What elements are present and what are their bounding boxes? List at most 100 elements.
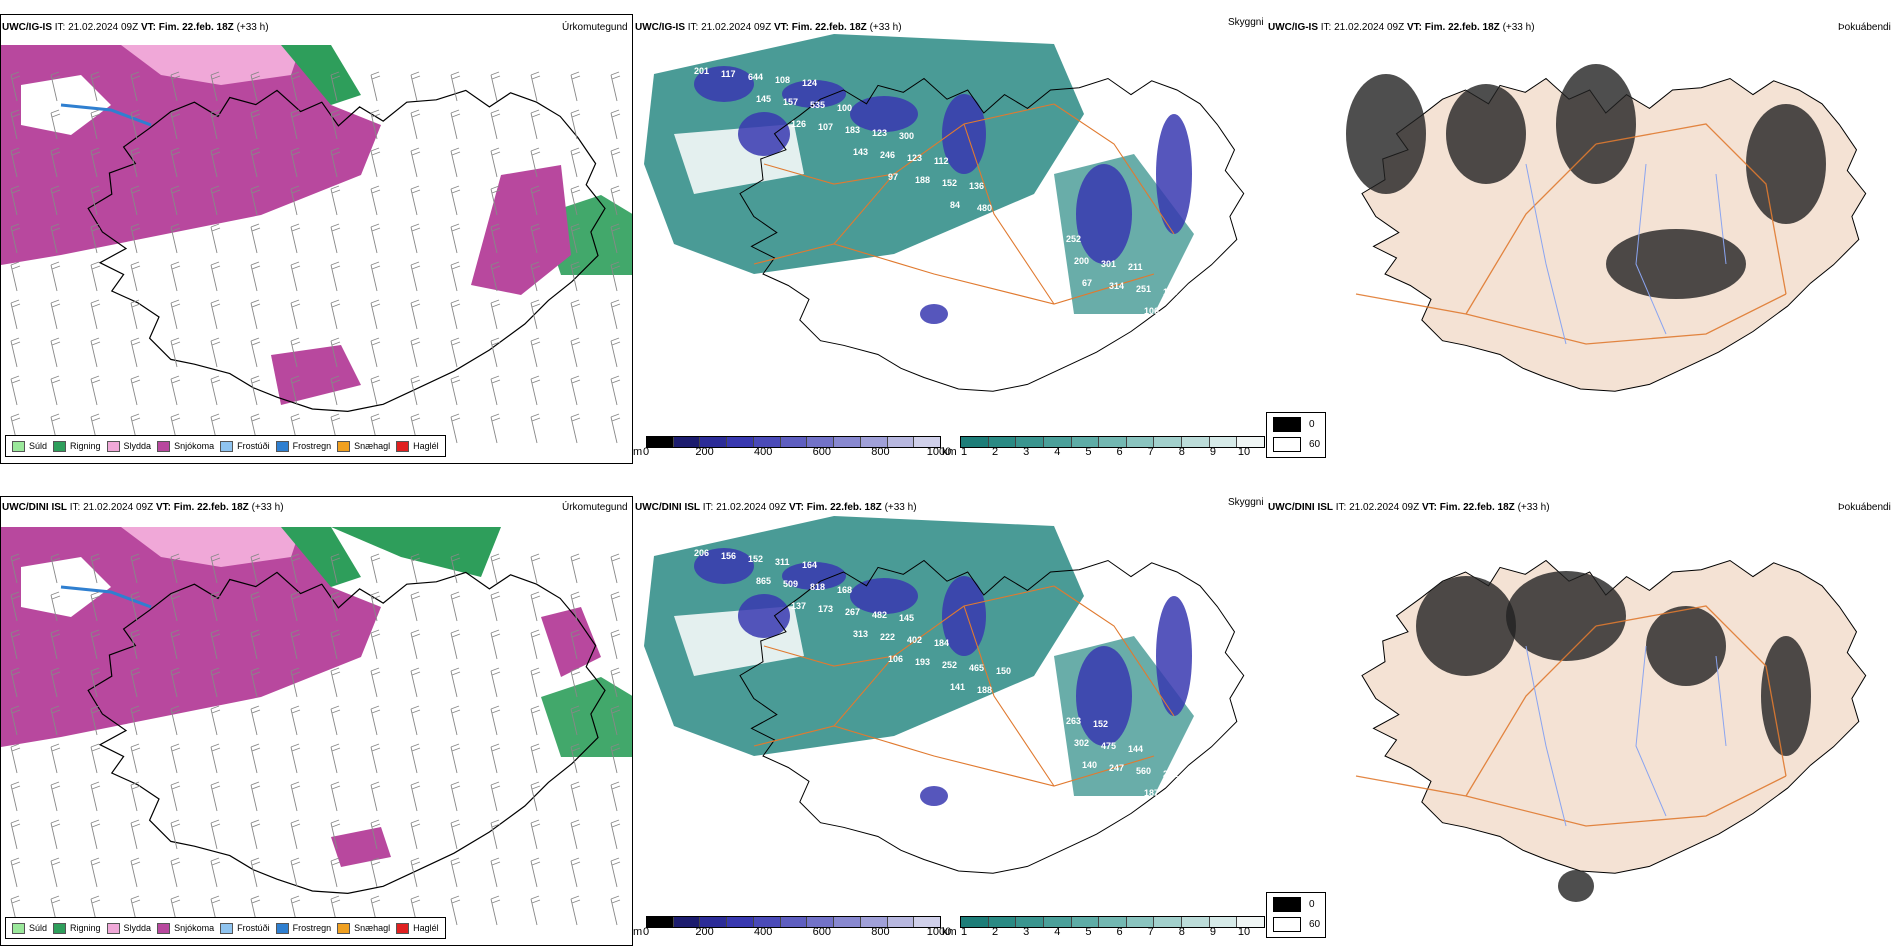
cloud-base-label: 157 (783, 97, 798, 107)
wind-barb (530, 629, 541, 660)
cloud-base-label: 211 (1128, 262, 1143, 272)
wind-barb (250, 299, 261, 330)
cloud-base-label: 314 (1109, 281, 1124, 291)
wind-barb (410, 185, 421, 216)
cloud-base-blob (782, 562, 846, 590)
wind-barb (10, 857, 21, 888)
wind-barb (570, 375, 581, 406)
wind-barb (530, 553, 541, 584)
wind-barb (370, 705, 381, 736)
wind-barb (210, 147, 221, 178)
cloud-base-blob (694, 66, 754, 102)
wind-barb (130, 147, 141, 178)
title-cloud-top: Skyggni (1228, 17, 1264, 28)
wind-barb (450, 781, 461, 812)
wind-barb (490, 71, 501, 102)
wind-barb (610, 743, 621, 774)
wind-barb (570, 743, 581, 774)
wind-barb (90, 819, 101, 850)
cloud-base-blob (782, 80, 846, 108)
wind-barb (90, 299, 101, 330)
legend-label: Frostúði (237, 441, 270, 451)
fog-blob (1761, 636, 1811, 756)
wind-barb (530, 109, 541, 140)
colorbar-step (988, 437, 1017, 447)
cloud-map-bottom: 206 137 106 75 140 104 865 313 141 355 187 156 173 19… (644, 516, 1245, 874)
cloud-base-label: 124 (802, 78, 817, 88)
cloud-panel-top: 201 126 97 318 67 313 145 143 84 36 106 117 107 188 12… (634, 14, 1266, 464)
colorbar-step (1182, 917, 1210, 927)
colorbar-tick-label: 3 (1023, 926, 1030, 938)
cloud-base-label: 126 (791, 119, 806, 129)
fog-map-bottom (1355, 559, 1867, 902)
wind-barb (290, 337, 301, 368)
colorbar-step (807, 917, 835, 927)
wind-barb (450, 629, 461, 660)
cloud-base-label: 168 (837, 585, 852, 595)
colorbar-tick-label: 9 (1209, 446, 1216, 458)
wind-barb (10, 71, 21, 102)
wind-barb (50, 337, 61, 368)
colorbar-step (647, 437, 674, 447)
cloud-base-label: 87 (1031, 209, 1041, 219)
wind-barb (530, 223, 541, 254)
cloud-base-label: 145 (756, 94, 771, 104)
wind-barb (610, 337, 621, 368)
wind-barb (450, 895, 461, 926)
cloud-base-label: 252 (1066, 234, 1081, 244)
wind-barb (170, 375, 181, 406)
wind-barb (170, 743, 181, 774)
wind-barb (330, 819, 341, 850)
wind-barb (530, 819, 541, 850)
wind-barb (50, 147, 61, 178)
cloud-base-label: 156 (721, 551, 736, 561)
wind-barb (370, 553, 381, 584)
wind-barb (290, 743, 301, 774)
wind-barb (170, 857, 181, 888)
fog-legend-swatch (1273, 437, 1301, 452)
wind-barb (250, 705, 261, 736)
wind-barb (170, 667, 181, 698)
wind-barb (410, 337, 421, 368)
wind-barb (490, 667, 501, 698)
wind-barb (450, 147, 461, 178)
wind-barb (570, 705, 581, 736)
title-cloud-bottom: Skyggni (1228, 497, 1264, 508)
legend-label: Snjókoma (174, 923, 215, 933)
wind-barb (130, 553, 141, 584)
wind-barb (570, 591, 581, 622)
wind-barb (370, 147, 381, 178)
wind-barb (490, 591, 501, 622)
wind-barb (250, 553, 261, 584)
wind-barb (290, 705, 301, 736)
wind-barb (610, 299, 621, 330)
cloud-base-label: 123 (907, 153, 922, 163)
wind-barb (610, 591, 621, 622)
wind-barb (330, 185, 341, 216)
legend-item: Slydda (106, 922, 151, 934)
wind-barb (450, 413, 461, 444)
wind-barb (90, 223, 101, 254)
cloud-base-label: 183 (845, 125, 860, 135)
roads (1355, 605, 1787, 827)
legend-item: Haglél (396, 440, 439, 452)
river (1715, 655, 1727, 747)
snow-field-south (271, 345, 361, 405)
colorbar-step (700, 437, 728, 447)
cloud-base-label: 423 (1171, 309, 1186, 319)
wind-barb (410, 375, 421, 406)
fog-blob (1646, 606, 1726, 686)
colorbar-step (1209, 437, 1238, 447)
road (1053, 103, 1175, 235)
wind-barb (90, 337, 101, 368)
precip-legend-bottom: Súld Rigning Slydda Snjókoma Frostúði Frostre… (5, 917, 446, 939)
colorbar-step (1016, 917, 1044, 927)
wind-barb (10, 375, 21, 406)
low-visibility-field (644, 34, 1084, 274)
wind-barb (290, 223, 301, 254)
wind-barb (50, 553, 61, 584)
fog-legend-row: 0 (1273, 417, 1315, 432)
wind-barb (490, 337, 501, 368)
wind-barb (210, 705, 221, 736)
wind-barb (370, 667, 381, 698)
